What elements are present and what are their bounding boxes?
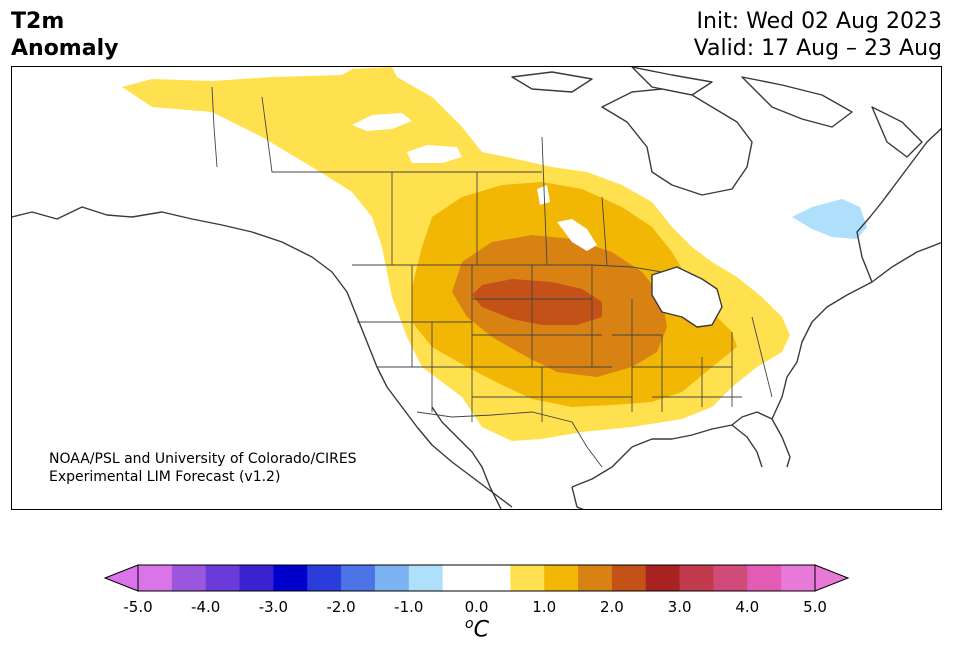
colorbar-tick-label: 2.0 — [599, 598, 624, 616]
init-date: Init: Wed 02 Aug 2023 — [696, 9, 942, 34]
map-panel — [11, 66, 942, 510]
title-line-2: Anomaly — [11, 36, 119, 61]
colorbar-cell — [374, 565, 410, 591]
colorbar-unit: oC — [465, 616, 489, 642]
colorbar-cell — [611, 565, 647, 591]
colorbar-extend-low — [103, 564, 139, 592]
colorbar-cells — [138, 565, 816, 591]
colorbar-tick-label: -1.0 — [394, 598, 424, 616]
colorbar-tick-label: -3.0 — [258, 598, 289, 616]
arctic-islands-2 — [631, 67, 713, 96]
colorbar-cell — [341, 565, 376, 591]
colorbar-cell — [578, 565, 613, 591]
pacific-coastline — [12, 206, 513, 508]
us-states-east — [612, 299, 773, 412]
map-title: T2m Anomaly — [11, 8, 118, 62]
lake-winnipeg — [352, 113, 412, 131]
colorbar-cell — [442, 565, 477, 591]
unit-degree: o — [465, 616, 474, 632]
us-states-west — [357, 265, 487, 422]
colorbar-cell — [171, 565, 207, 591]
colorbar-tick-label: -2.0 — [326, 598, 356, 616]
colorbar-tick-label: 3.0 — [667, 598, 692, 616]
colorbar-cell — [476, 565, 511, 591]
colorbar-cell — [273, 565, 308, 591]
gulf-coastline — [571, 424, 763, 488]
valid-date: Valid: 17 Aug – 23 Aug — [693, 36, 942, 61]
colorbar-cell — [713, 565, 748, 591]
anomaly-cold-spot — [792, 199, 867, 239]
colorbar-cell — [408, 565, 444, 591]
colorbar-cell — [781, 565, 816, 591]
colorbar-tick-label: 4.0 — [735, 598, 760, 616]
lake-manitoba-area — [407, 145, 462, 163]
colorbar-cell — [239, 565, 274, 591]
colorbar-cell — [307, 565, 342, 591]
hudson-bay — [601, 88, 753, 196]
colorbar-cell — [679, 565, 714, 591]
arctic-islands-3 — [741, 76, 853, 128]
colorbar-extend-high — [814, 564, 850, 592]
atlantic-coastline — [771, 242, 941, 420]
us-states-central — [472, 265, 632, 422]
title-line-1: T2m — [11, 9, 65, 34]
credit-line-2: Experimental LIM Forecast (v1.2) — [49, 469, 281, 485]
colorbar-cell — [544, 565, 579, 591]
great-lakes-white — [652, 267, 722, 327]
forecast-dates: Init: Wed 02 Aug 2023 Valid: 17 Aug – 23… — [694, 8, 942, 62]
colorbar-tick-label: 1.0 — [532, 598, 557, 616]
great-lakes-outline — [651, 266, 723, 328]
colorbar-cell — [205, 565, 241, 591]
labrador-coast — [856, 127, 941, 283]
anomaly-level-2_0 — [472, 279, 602, 325]
arctic-islands-4 — [871, 106, 923, 158]
colorbar-tick-label: -5.0 — [123, 598, 153, 616]
alaska-border — [211, 86, 218, 168]
colorbar-outline — [137, 564, 816, 592]
colorbar-cell — [138, 565, 173, 591]
colorbar-cell — [510, 565, 545, 591]
colorbar-tick-label: -4.0 — [191, 598, 221, 616]
colorbar-cell — [747, 565, 782, 591]
baja-coast — [431, 406, 502, 509]
credit-line-1: NOAA/PSL and University of Colorado/CIRE… — [49, 451, 357, 467]
unit-label: C — [473, 617, 489, 643]
small-lake-2 — [537, 185, 550, 205]
colorbar — [103, 564, 850, 592]
canada-provinces — [261, 96, 608, 266]
anomaly-map — [12, 67, 941, 509]
small-lake-1 — [557, 219, 597, 251]
anomaly-shading — [122, 67, 867, 441]
mexico-east-coast — [571, 486, 584, 509]
colorbar-cell — [645, 565, 681, 591]
colorbar-tick-label: 0.0 — [464, 598, 489, 616]
colorbar-tick-labels: -5.0 -4.0 -3.0 -2.0 -1.0 0.0 1.0 2.0 3.0 4.0 5.0 — [0, 598, 953, 618]
colorbar-tick-label: 5.0 — [803, 598, 827, 616]
arctic-islands-1 — [511, 71, 593, 93]
us-mexico-border — [416, 411, 603, 468]
florida — [731, 411, 791, 468]
political-borders — [211, 86, 773, 468]
credit-text: NOAA/PSL and University of Colorado/CIRE… — [49, 450, 357, 486]
map-outlines — [12, 67, 941, 509]
